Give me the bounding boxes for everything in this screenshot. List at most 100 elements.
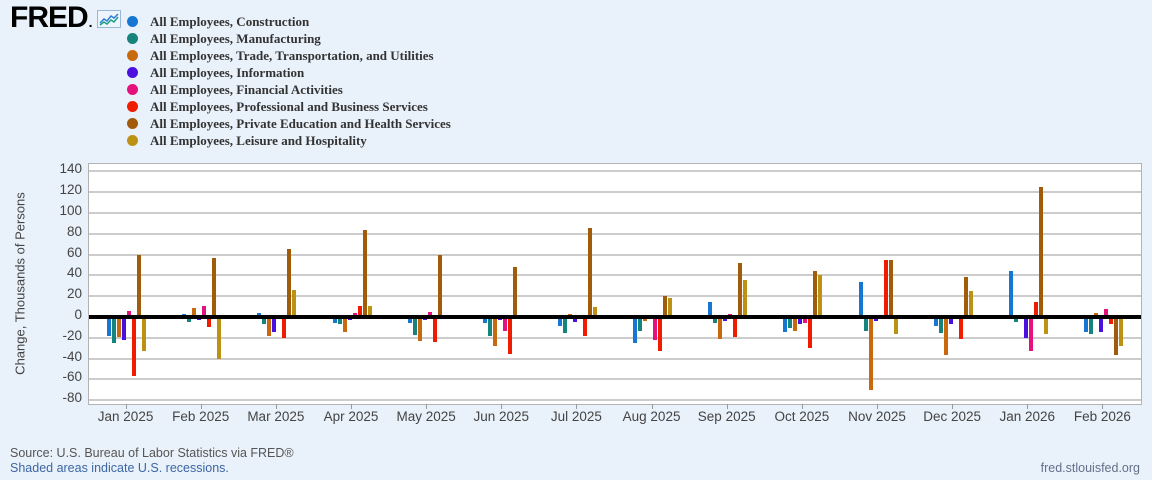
bar (512, 267, 517, 317)
legend-item-label: All Employees, Manufacturing (150, 31, 321, 46)
footer-site-link[interactable]: fred.stlouisfed.org (1040, 461, 1140, 475)
bar (658, 317, 663, 352)
x-axis-label: Jul 2025 (550, 409, 602, 424)
x-axis-tick (501, 404, 503, 409)
legend-swatch-icon (127, 33, 138, 44)
bar (863, 317, 868, 331)
bar (592, 306, 597, 317)
bar (357, 305, 362, 317)
bar (1038, 187, 1043, 317)
bar (437, 254, 442, 317)
bar (257, 312, 262, 317)
x-axis-label: Sep 2025 (697, 409, 756, 424)
bar (217, 317, 222, 359)
bar (933, 317, 938, 327)
gridline (89, 274, 1141, 277)
y-axis-label: -60 (62, 369, 82, 385)
y-axis-label: 120 (59, 182, 82, 198)
bar (663, 296, 668, 317)
bar (888, 259, 893, 317)
y-axis-label: 0 (74, 307, 82, 322)
x-axis-label: Jun 2025 (473, 409, 530, 424)
x-axis-tick (651, 404, 653, 409)
bar (713, 317, 718, 324)
legend-item-label: All Employees, Private Education and Hea… (150, 116, 451, 131)
bar (668, 298, 673, 317)
bar (793, 317, 798, 331)
bar (507, 317, 512, 355)
x-axis-label: Feb 2026 (1073, 409, 1131, 424)
fred-logo[interactable]: FRED . (10, 1, 121, 34)
y-axis-label: 140 (59, 161, 82, 177)
x-axis-tick (200, 404, 202, 409)
legend-item-label: All Employees, Trade, Transportation, an… (150, 48, 434, 63)
bar (267, 317, 272, 336)
x-axis-label: Apr 2025 (323, 409, 379, 424)
bar (262, 317, 267, 325)
x-axis-label: Feb 2025 (172, 409, 230, 424)
legend-item-label: All Employees, Professional and Business… (150, 99, 428, 114)
bar (1108, 317, 1113, 325)
x-axis-label: Aug 2025 (622, 409, 681, 424)
bar (207, 317, 212, 328)
zero-line (89, 315, 1141, 319)
bar (287, 249, 292, 317)
bar (653, 317, 658, 340)
legend-item[interactable]: All Employees, Information (127, 64, 451, 81)
x-axis-tick (576, 404, 578, 409)
bar (137, 254, 142, 317)
bar (1103, 308, 1108, 317)
bar (1028, 317, 1033, 352)
bar (212, 257, 217, 317)
bar (202, 305, 207, 317)
legend-item[interactable]: All Employees, Trade, Transportation, an… (127, 47, 451, 64)
bar (557, 317, 562, 327)
fred-logo-chart-icon (96, 10, 121, 28)
legend-item[interactable]: All Employees, Manufacturing (127, 30, 451, 47)
bar (417, 317, 422, 341)
y-axis-label: 80 (66, 223, 82, 239)
bar (112, 317, 117, 343)
x-axis-tick (1102, 404, 1104, 409)
x-axis-tick (125, 404, 127, 409)
y-axis-title: Change, Thousands of Persons (12, 192, 28, 375)
bar (187, 317, 192, 323)
legend-item[interactable]: All Employees, Professional and Business… (127, 98, 451, 115)
bar (783, 317, 788, 332)
bar (337, 317, 342, 325)
fred-logo-dot: . (88, 14, 93, 30)
y-axis-label: -80 (62, 390, 82, 406)
bar (367, 305, 372, 317)
legend-item[interactable]: All Employees, Private Education and Hea… (127, 115, 451, 132)
bar (352, 312, 357, 317)
bar (1083, 317, 1088, 332)
bar (362, 229, 367, 317)
gridline (89, 336, 1141, 339)
x-axis-tick (351, 404, 352, 409)
legend-swatch-icon (127, 118, 138, 129)
legend-item[interactable]: All Employees, Leisure and Hospitality (127, 132, 451, 149)
bar (572, 317, 577, 323)
footer-source: Source: U.S. Bureau of Labor Statistics … (10, 446, 294, 460)
gridline (89, 232, 1141, 235)
bar (142, 317, 147, 352)
footer-recession-note-link[interactable]: Shaded areas indicate U.S. recessions. (10, 461, 229, 475)
bar (733, 317, 738, 337)
plot-area (88, 163, 1142, 405)
fred-logo-text: FRED (10, 1, 89, 34)
x-axis-tick (726, 404, 728, 409)
legend-item[interactable]: All Employees, Construction (127, 13, 451, 30)
bar (1023, 317, 1028, 338)
bar (708, 302, 713, 317)
bar (968, 291, 973, 317)
x-axis-tick (801, 404, 803, 409)
legend-item-label: All Employees, Financial Activities (150, 82, 343, 97)
bar (938, 317, 943, 333)
x-axis-label: Dec 2025 (923, 409, 982, 424)
legend-item[interactable]: All Employees, Financial Activities (127, 81, 451, 98)
bar (427, 311, 432, 317)
x-axis-label: Nov 2025 (848, 409, 906, 424)
y-axis-label: 40 (66, 265, 82, 281)
bar (858, 281, 863, 317)
x-axis-label: Jan 2025 (97, 409, 154, 424)
